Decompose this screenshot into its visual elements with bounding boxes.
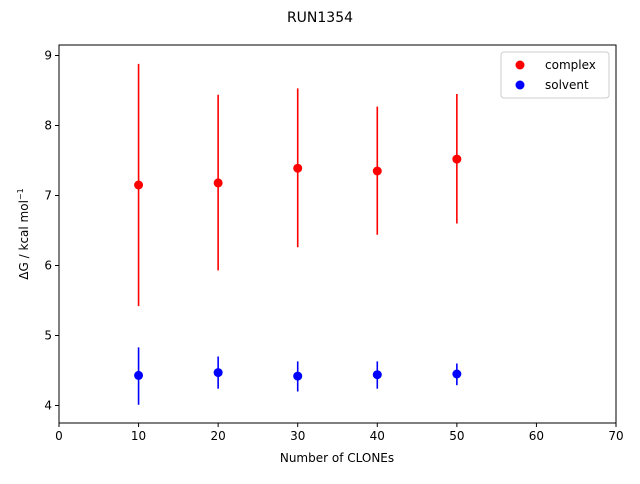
data-point [213, 368, 223, 378]
x-axis: 0 10 20 30 40 50 60 70 [55, 423, 624, 443]
y-tick-label: 9 [44, 49, 52, 63]
legend-marker-complex [515, 60, 525, 70]
data-point [452, 154, 462, 164]
data-point [293, 371, 303, 381]
x-axis-label: Number of CLONEs [280, 451, 394, 465]
plot-area [134, 63, 462, 405]
y-tick-label: 7 [44, 189, 52, 203]
data-point [213, 178, 223, 188]
series-solvent [134, 347, 462, 405]
y-tick-label: 4 [44, 399, 52, 413]
legend-label-solvent: solvent [545, 78, 589, 92]
x-tick-label: 50 [449, 429, 464, 443]
data-point [134, 370, 144, 380]
data-point [134, 180, 144, 190]
x-tick-label: 10 [131, 429, 146, 443]
y-axis: 4 5 6 7 8 9 [44, 49, 59, 413]
data-point [452, 369, 462, 379]
legend-marker-solvent [515, 80, 525, 90]
y-tick-label: 6 [44, 259, 52, 273]
chart-title: RUN1354 [287, 10, 353, 26]
y-tick-label: 5 [44, 329, 52, 343]
data-point [372, 166, 382, 176]
data-point [372, 370, 382, 380]
y-axis-label-superscript: −1 [16, 188, 25, 200]
y-axis-label-main: ΔG / kcal mol [17, 200, 31, 280]
x-tick-label: 30 [290, 429, 305, 443]
x-tick-label: 0 [55, 429, 63, 443]
y-axis-label: ΔG / kcal mol−1 [16, 188, 31, 279]
x-tick-label: 60 [529, 429, 544, 443]
legend-box [500, 51, 610, 99]
legend-label-complex: complex [545, 58, 596, 72]
series-complex [134, 63, 462, 307]
y-tick-label: 8 [44, 119, 52, 133]
x-tick-label: 20 [211, 429, 226, 443]
plot-frame [58, 44, 617, 424]
x-tick-label: 70 [608, 429, 623, 443]
data-point [293, 163, 303, 173]
legend: complex solvent [500, 51, 610, 99]
x-tick-label: 40 [370, 429, 385, 443]
